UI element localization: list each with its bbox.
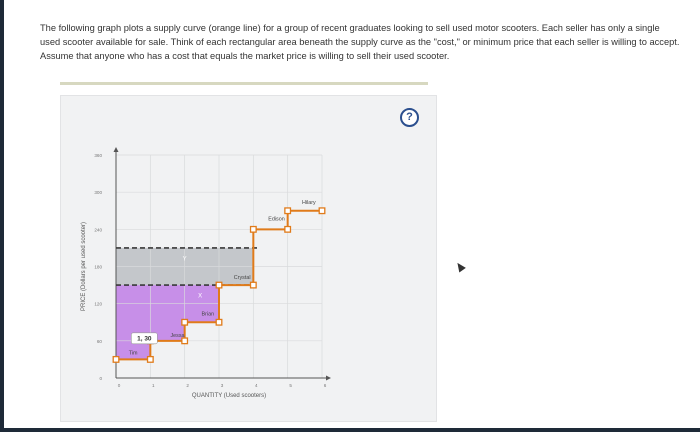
supply-chart[interactable]: 0 60 120 180 240 300 360 0 1 2 3 4 5 6 PRICE (Dollar… [60,95,435,420]
help-button[interactable]: ? [400,108,419,127]
y-axis-arrow [113,147,119,152]
seller-label: Tim [129,350,138,356]
supply-point[interactable] [284,225,292,233]
seller-label: Crystal [234,275,251,281]
x-tick-label: 6 [324,383,327,388]
y-tick-label: 180 [94,265,102,270]
y-tick-label: 360 [94,153,102,158]
y-tick-label: 0 [99,376,102,381]
y-tick-label: 240 [94,227,102,232]
x-tick-label: 5 [289,383,292,388]
price-line-label: Y [183,256,187,262]
x-axis-arrow [326,375,331,381]
x-tick-label: 4 [255,383,258,388]
supply-point[interactable] [318,207,326,215]
seller-label: Jessa [170,333,184,339]
price-line-label: X [198,293,202,299]
window-bottom-edge [0,428,700,432]
y-tick-label: 60 [97,339,103,344]
x-axis-label: QUANTITY (Used scooters) [192,393,266,399]
mouse-cursor-icon [454,260,466,273]
supply-point[interactable] [215,281,223,289]
x-tick-label: 1 [152,383,155,388]
x-tick-labels: 0 1 2 3 4 5 6 [118,383,327,388]
x-tick-label: 0 [118,383,121,388]
supply-point[interactable] [112,355,120,363]
supply-point[interactable] [284,207,292,215]
supply-point[interactable] [215,318,223,326]
seller-label: Brian [202,311,215,317]
y-tick-label: 120 [94,302,102,307]
supply-point[interactable] [146,355,154,363]
tooltip-text: 1, 30 [137,335,152,342]
supply-point[interactable] [181,337,189,345]
window-edge [0,0,4,432]
seller-labels: Tim Jessa Brian Crystal Edison Hilary [129,200,316,357]
point-tooltip: 1, 30 [131,332,158,345]
seller-label: Hilary [302,200,316,206]
y-axis-label: PRICE (Dollars per used scooter) [81,222,87,311]
y-tick-label: 300 [94,190,102,195]
supply-point[interactable] [181,318,189,326]
y-tick-labels: 0 60 120 180 240 300 360 [94,153,102,381]
divider [60,82,428,85]
supply-point[interactable] [249,281,257,289]
intro-text: The following graph plots a supply curve… [40,23,680,62]
x-tick-label: 2 [186,383,189,388]
seller-label: Edison [268,216,284,222]
supply-point[interactable] [249,225,257,233]
x-tick-label: 3 [221,383,224,388]
